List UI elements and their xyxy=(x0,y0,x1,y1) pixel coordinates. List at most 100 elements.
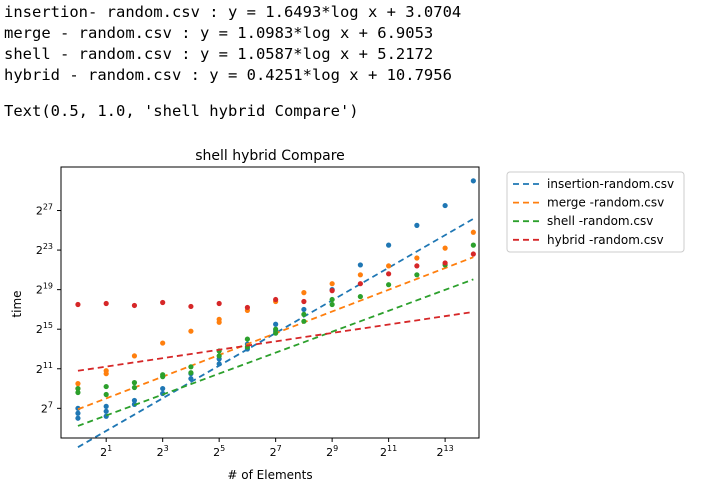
series-0 xyxy=(75,178,476,448)
data-point-2-5 xyxy=(131,380,138,386)
chart-title: shell hybrid Compare xyxy=(195,148,345,164)
data-point-0-9 xyxy=(160,385,166,392)
data-point-1-5 xyxy=(160,340,166,346)
data-point-2-21 xyxy=(386,282,392,288)
data-point-2-19 xyxy=(329,296,335,303)
repr-output-line: Text(0.5, 1.0, 'shell hybrid Compare') xyxy=(4,102,359,120)
plot-frame xyxy=(60,166,480,439)
legend-label-0: insertion-random.csv xyxy=(547,177,674,191)
data-point-3-7 xyxy=(273,296,279,303)
data-point-2-20 xyxy=(357,293,363,300)
legend-label-2: shell -random.csv xyxy=(547,214,653,228)
y-tick-label-1: 211 xyxy=(36,361,53,376)
data-point-0-10 xyxy=(188,376,194,382)
x-tick-label-4: 29 xyxy=(326,444,338,459)
data-point-0-7 xyxy=(131,397,138,404)
data-point-3-0 xyxy=(75,301,81,308)
data-point-3-11 xyxy=(386,271,392,277)
data-point-1-14 xyxy=(386,263,392,269)
data-point-1-13 xyxy=(357,272,363,278)
data-point-2-4 xyxy=(131,384,138,391)
data-point-2-18 xyxy=(329,301,335,308)
fit-line-2 xyxy=(77,278,474,427)
data-point-2-2 xyxy=(103,391,109,398)
data-point-1-11 xyxy=(301,290,307,296)
x-ticks: 21 23 25 27 29 211 213 xyxy=(100,438,454,459)
data-point-2-7 xyxy=(160,374,166,380)
data-point-3-6 xyxy=(244,304,251,311)
data-point-1-8 xyxy=(216,316,222,322)
fit-output-line-2: merge - random.csv : y = 1.0983*log x + … xyxy=(4,24,434,42)
data-point-3-2 xyxy=(131,302,138,309)
data-point-2-24 xyxy=(470,242,476,248)
data-point-2-0 xyxy=(75,389,81,396)
x-tick-label-3: 27 xyxy=(270,444,282,459)
data-point-3-14 xyxy=(470,251,476,257)
data-point-2-17 xyxy=(301,311,307,317)
data-point-1-12 xyxy=(329,281,335,287)
data-point-2-8 xyxy=(188,370,194,376)
fit-line-3 xyxy=(77,311,474,372)
x-tick-label-1: 23 xyxy=(157,444,169,459)
data-point-2-3 xyxy=(103,383,109,390)
data-point-0-17 xyxy=(273,321,279,327)
data-point-3-1 xyxy=(103,300,109,307)
data-point-2-13 xyxy=(244,336,251,342)
data-point-1-17 xyxy=(470,229,476,235)
y-tick-label-5: 227 xyxy=(36,203,53,218)
fit-output-line-4: hybrid - random.csv : y = 0.4251*log x +… xyxy=(4,66,452,84)
x-tick-label-5: 211 xyxy=(380,444,397,459)
x-tick-label-0: 21 xyxy=(100,444,112,459)
y-ticks: 27 211 215 219 223 227 xyxy=(36,203,61,415)
data-point-0-23 xyxy=(442,202,448,209)
y-tick-label-3: 219 xyxy=(36,282,53,297)
data-point-2-15 xyxy=(273,326,279,332)
data-point-3-10 xyxy=(357,281,363,287)
data-point-2-9 xyxy=(188,364,194,370)
legend: insertion-random.csv merge -random.csv she… xyxy=(506,171,685,253)
data-point-3-5 xyxy=(216,300,222,307)
data-point-3-9 xyxy=(329,288,335,294)
data-point-0-21 xyxy=(386,242,392,248)
legend-label-1: merge -random.csv xyxy=(547,196,664,210)
data-point-3-3 xyxy=(160,299,166,306)
data-point-0-24 xyxy=(470,178,476,184)
data-point-0-5 xyxy=(103,403,109,409)
x-tick-label-6: 213 xyxy=(437,444,454,459)
series-2 xyxy=(75,242,476,427)
data-point-2-14 xyxy=(273,330,279,336)
data-point-2-22 xyxy=(414,272,420,278)
data-point-1-6 xyxy=(188,328,194,334)
data-point-1-3 xyxy=(103,368,109,374)
x-axis-label: # of Elements xyxy=(227,468,312,482)
y-tick-label-4: 223 xyxy=(36,242,53,257)
data-point-0-12 xyxy=(216,361,222,367)
fit-output-line-3: shell - random.csv : y = 1.0587*log x + … xyxy=(4,45,434,63)
data-point-0-0 xyxy=(75,415,81,421)
legend-label-3: hybrid -random.csv xyxy=(547,233,664,247)
data-point-1-16 xyxy=(442,245,448,251)
data-point-1-1 xyxy=(75,381,81,387)
data-point-1-15 xyxy=(414,255,420,261)
data-point-1-4 xyxy=(131,353,138,359)
fit-output-line-1: insertion- random.csv : y = 1.6493*log x… xyxy=(4,3,462,21)
y-tick-label-2: 215 xyxy=(36,321,53,336)
series-3 xyxy=(75,251,476,372)
data-point-0-18 xyxy=(301,306,307,313)
plot-marks xyxy=(75,178,476,448)
data-point-0-22 xyxy=(414,222,420,228)
legend-box xyxy=(506,171,685,253)
data-point-2-10 xyxy=(216,353,222,359)
data-point-3-12 xyxy=(414,263,420,269)
data-point-0-1 xyxy=(75,410,81,416)
data-point-0-20 xyxy=(357,262,363,268)
data-point-0-4 xyxy=(103,408,109,414)
x-tick-label-2: 25 xyxy=(213,444,225,459)
data-point-3-4 xyxy=(188,303,194,310)
data-point-2-1 xyxy=(75,385,81,392)
y-axis-label: time xyxy=(10,290,24,317)
data-point-3-13 xyxy=(442,260,448,266)
data-point-2-16 xyxy=(301,318,307,324)
data-point-3-8 xyxy=(301,298,307,305)
